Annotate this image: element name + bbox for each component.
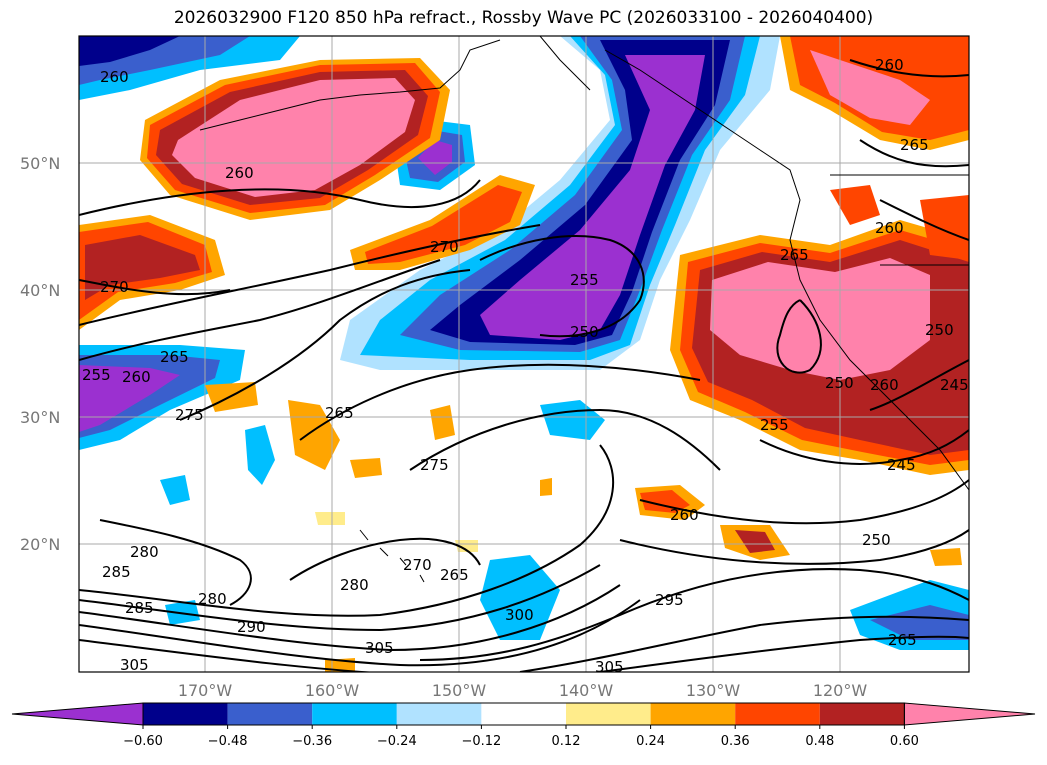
colorbar-outline xyxy=(142,702,905,726)
colorbar-segment xyxy=(143,703,228,725)
colorbar-segment xyxy=(396,703,482,725)
colorbar-segment xyxy=(566,703,651,725)
colorbar-extend-low xyxy=(11,702,144,726)
contour-label: 245 xyxy=(887,456,916,474)
contour-label: 265 xyxy=(160,348,189,366)
contour-label: 285 xyxy=(125,599,154,617)
colorbar-tick-label: 0.48 xyxy=(805,734,834,749)
contour-label: 265 xyxy=(440,566,469,584)
lon-label-160w: 160°W xyxy=(305,681,360,700)
colorbar-tick-label: 0.12 xyxy=(552,734,581,749)
lon-label-150w: 150°W xyxy=(432,681,487,700)
contour-label: 270 xyxy=(430,238,459,256)
lon-label-120w: 120°W xyxy=(813,681,868,700)
contour-label: 255 xyxy=(82,366,111,384)
contour-label: 245 xyxy=(940,376,969,394)
contour-label: 260 xyxy=(670,506,699,524)
latitude-labels: 50°N 40°N 30°N 20°N xyxy=(20,154,60,554)
lat-label-20n: 20°N xyxy=(20,535,60,554)
colorbar-tick-label: −0.24 xyxy=(377,734,417,749)
contour-label: 265 xyxy=(325,404,354,422)
colorbar-segment xyxy=(481,703,566,725)
contour-label: 270 xyxy=(403,556,432,574)
contour-label: 280 xyxy=(130,543,159,561)
contour-label: 275 xyxy=(420,456,449,474)
contour-label: 260 xyxy=(870,376,899,394)
contour-label: 300 xyxy=(505,606,534,624)
contour-label: 250 xyxy=(862,531,891,549)
colorbar-tick-label: 0.60 xyxy=(890,734,919,749)
colorbar-segment xyxy=(650,703,736,725)
map-frame xyxy=(78,35,970,673)
contour-label: 250 xyxy=(925,321,954,339)
lat-label-30n: 30°N xyxy=(20,408,60,427)
contour-label: 260 xyxy=(875,56,904,74)
coastlines xyxy=(199,36,969,583)
contour-label: 305 xyxy=(595,658,624,676)
contour-label: 290 xyxy=(237,618,266,636)
colorbar: −0.60 −0.48 −0.36 −0.24 −0.12 0.12 0.24 0.36 0.4… xyxy=(11,702,1036,749)
colorbar-segment xyxy=(735,703,820,725)
refractivity-contours xyxy=(79,59,969,672)
colorbar-tick-label: −0.12 xyxy=(461,734,501,749)
map-title: 2026032900 F120 850 hPa refract., Rossby… xyxy=(173,8,874,28)
contour-label: 260 xyxy=(875,219,904,237)
contour-label: 305 xyxy=(120,656,149,674)
colorbar-extend-high xyxy=(903,702,1036,726)
colorbar-tick-label: −0.36 xyxy=(292,734,332,749)
colorbar-tick-label: 0.24 xyxy=(636,734,665,749)
contour-label: 285 xyxy=(102,563,131,581)
lon-label-170w: 170°W xyxy=(178,681,233,700)
contour-label: 275 xyxy=(175,406,204,424)
graticule xyxy=(79,36,969,672)
contour-label: 260 xyxy=(122,368,151,386)
contour-label: 305 xyxy=(365,639,394,657)
contour-label: 270 xyxy=(100,278,129,296)
lat-label-50n: 50°N xyxy=(20,154,60,173)
contour-label: 280 xyxy=(340,576,369,594)
contour-label: 295 xyxy=(655,591,684,609)
colorbar-tick-label: −0.48 xyxy=(208,734,248,749)
contour-label: 280 xyxy=(198,590,227,608)
colorbar-tick-label: 0.36 xyxy=(721,734,750,749)
colorbar-segment xyxy=(312,703,397,725)
colorbar-segment xyxy=(227,703,313,725)
contour-label: 255 xyxy=(570,271,599,289)
colorbar-segment xyxy=(819,703,905,725)
lat-label-40n: 40°N xyxy=(20,281,60,300)
contour-label: 255 xyxy=(760,416,789,434)
contour-label: 265 xyxy=(888,631,917,649)
contour-label: 250 xyxy=(825,374,854,392)
contour-labels: 260 260 260 265 260 270 270 255 250 265 … xyxy=(82,56,969,676)
lon-label-130w: 130°W xyxy=(686,681,741,700)
contour-label: 265 xyxy=(780,246,809,264)
contour-label: 250 xyxy=(570,323,599,341)
contour-label: 265 xyxy=(900,136,929,154)
contour-label: 260 xyxy=(225,164,254,182)
longitude-labels: 170°W 160°W 150°W 140°W 130°W 120°W xyxy=(178,681,868,700)
lon-label-140w: 140°W xyxy=(559,681,614,700)
contour-label: 260 xyxy=(100,68,129,86)
map-plot-area: 260 260 260 265 260 270 270 255 250 265 … xyxy=(79,36,969,676)
colorbar-tick-label: −0.60 xyxy=(123,734,163,749)
